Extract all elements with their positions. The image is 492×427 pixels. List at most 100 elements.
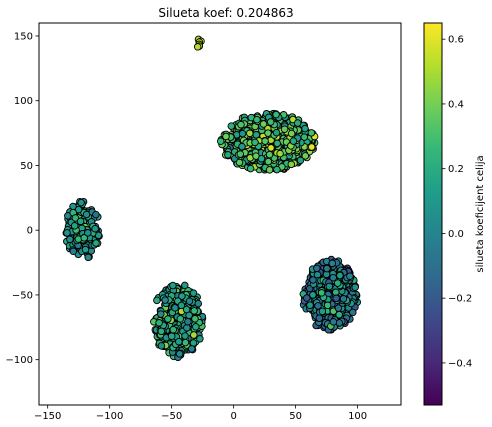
scatter-point (349, 308, 357, 317)
scatter-point (92, 239, 100, 247)
scatter-point (334, 304, 343, 312)
scatter-point (177, 301, 186, 310)
scatter-point (193, 43, 202, 51)
scatter-point (325, 282, 334, 291)
x-tick-label: −150 (34, 411, 61, 422)
scatter-point (246, 129, 254, 138)
scatter-point (178, 292, 186, 300)
scatter-point (175, 337, 183, 346)
scatter-point (323, 264, 331, 273)
scatter-point (246, 164, 255, 173)
scatter-point (296, 156, 305, 165)
scatter-point (309, 291, 317, 299)
x-tick-label: 0 (230, 411, 236, 422)
scatter-point (181, 338, 190, 347)
scatter-point (222, 132, 230, 141)
scatter-point (84, 229, 92, 237)
scatter-point (293, 119, 302, 127)
scatter-point (63, 229, 71, 237)
colorbar (423, 22, 443, 406)
scatter-point (181, 332, 189, 340)
scatter-point (189, 289, 198, 297)
scatter-point (183, 324, 191, 332)
scatter-point (236, 150, 245, 158)
scatter-point (80, 234, 88, 242)
scatter-point (306, 301, 314, 309)
scatter-point (307, 143, 316, 151)
scatter-point (339, 295, 348, 303)
scatter-point (266, 118, 275, 126)
scatter-point (157, 310, 165, 318)
scatter-point (261, 137, 269, 145)
scatter-point (335, 310, 343, 319)
scatter-point (336, 271, 344, 280)
scatter-point (323, 301, 332, 310)
scatter-point (264, 157, 273, 166)
scatter-point (315, 314, 324, 322)
scatter-point (303, 294, 311, 302)
scatter-point (185, 297, 194, 305)
scatter-point (157, 327, 166, 336)
x-axis: −150 −100 −50 0 50 100 (34, 405, 367, 422)
scatter-point (253, 115, 261, 124)
scatter-point (264, 129, 272, 137)
scatter-point (317, 289, 326, 297)
y-tick-label: −100 (6, 355, 33, 366)
scatter-point (192, 323, 200, 331)
scatter-point (77, 198, 85, 207)
scatter-point (196, 335, 204, 343)
scatter-point (287, 129, 296, 138)
scatter-point (76, 217, 85, 226)
scatter-point (238, 142, 246, 151)
colorbar-label: silueta koeficijent celija (475, 155, 486, 272)
scatter-point (272, 128, 281, 137)
colorbar-tick-label: −0.4 (448, 358, 472, 369)
scatter-point (227, 122, 236, 130)
scatter-point (153, 296, 161, 305)
scatter-point (328, 259, 337, 268)
scatter-point (265, 166, 274, 174)
scatter-point (81, 245, 90, 254)
scatter-point (91, 224, 99, 233)
scatter-point (224, 151, 232, 159)
scatter-point (301, 124, 309, 133)
scatter-point (69, 247, 78, 256)
x-tick-label: 50 (289, 411, 302, 422)
scatter-point (273, 165, 281, 174)
scatter-point (235, 158, 244, 167)
y-tick-label: 100 (14, 96, 33, 107)
scatter-point (272, 110, 280, 119)
scatter-point (82, 210, 91, 219)
scatter-point (273, 139, 281, 148)
scatter-point (314, 302, 322, 310)
scatter-point (307, 129, 316, 137)
scatter-point (187, 345, 196, 353)
scatter-point (191, 315, 199, 323)
scatter-point (161, 296, 169, 304)
scatter-point (329, 273, 337, 282)
scatter-point (329, 318, 338, 326)
scatter-point (289, 137, 298, 145)
scatter-point (287, 160, 296, 169)
scatter-point (181, 281, 189, 290)
scatter-point (332, 294, 340, 303)
scatter-point (194, 299, 203, 308)
scatter-point (84, 253, 92, 262)
scatter-point (167, 332, 176, 340)
scatter-point (238, 129, 247, 138)
scatter-points (62, 35, 362, 362)
colorbar-tick-label: 0.6 (448, 35, 464, 46)
scatter-point (92, 210, 100, 219)
colorbar-tick-label: 0.2 (448, 164, 464, 175)
scatter-point (259, 120, 268, 128)
y-tick-label: 0 (27, 226, 33, 237)
scatter-point (155, 319, 163, 327)
scatter-point (265, 150, 274, 159)
scatter-point (335, 319, 344, 327)
scatter-point (176, 315, 185, 323)
y-tick-label: −50 (12, 290, 33, 301)
scatter-point (190, 331, 198, 339)
y-tick-label: 50 (20, 161, 33, 172)
colorbar-tick-label: 0.4 (448, 99, 464, 110)
scatter-point (216, 137, 225, 145)
